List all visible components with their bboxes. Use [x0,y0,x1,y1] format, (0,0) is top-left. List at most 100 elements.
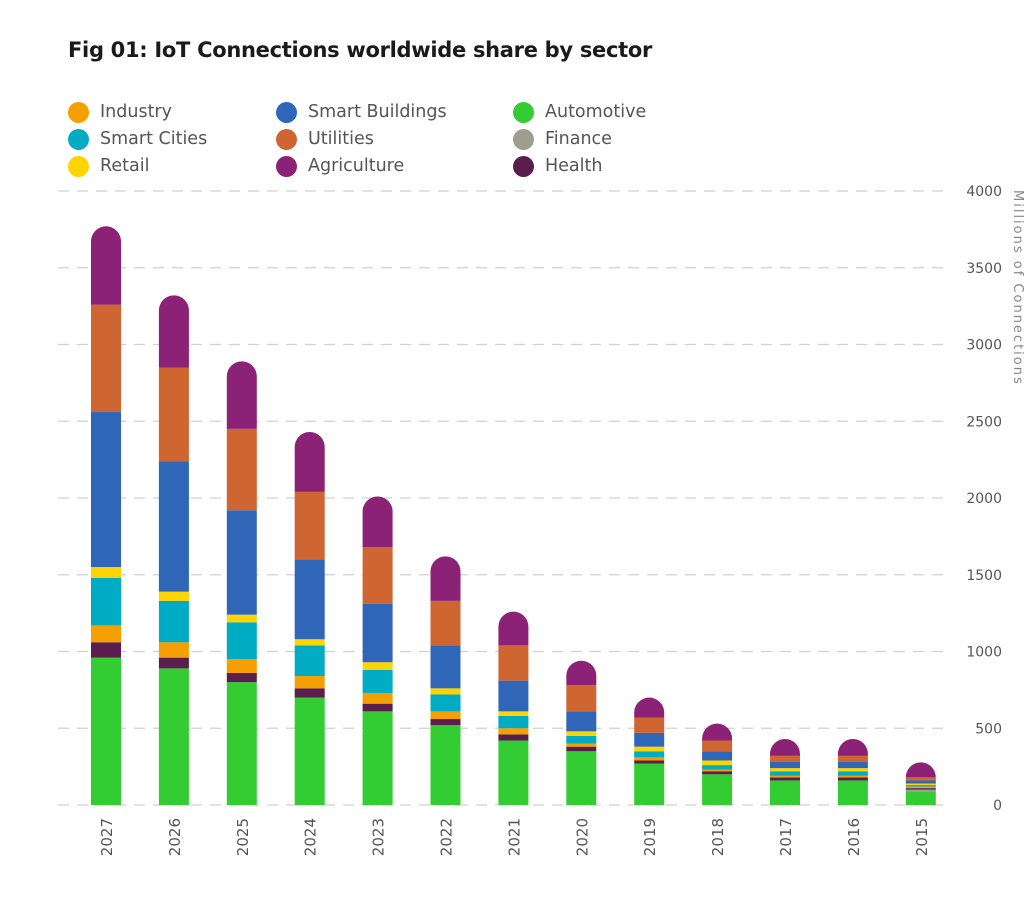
legend-label: Agriculture [308,156,405,176]
bar-segment-industry-2026 [158,642,189,658]
bar-segment-automotive-2022 [430,725,461,805]
bar-segment-automotive-2017 [770,780,800,805]
bar-segment-automotive-2016 [837,780,868,805]
bar-segment-agriculture-2019 [634,697,665,718]
bars [91,226,936,805]
x-tick-label: 2026 [166,818,184,856]
bar-segment-retail-2027 [91,567,121,578]
y-tick-label: 3000 [966,338,1002,354]
bar-segment-automotive-2021 [498,740,529,805]
bar-segment-health-2024 [294,688,325,698]
bar-segment-smart-buildings-2017 [770,762,800,769]
bar-segment-utilities-2016 [837,755,868,763]
legend-swatch [513,128,534,150]
bar-segment-smart-buildings-2027 [91,412,121,568]
bar-stack-2019 [634,697,665,805]
bar-segment-smart-cities-2022 [430,694,461,712]
bar-segment-utilities-2027 [91,304,121,413]
legend-label: Utilities [308,129,374,149]
bar-segment-smart-cities-2015 [905,785,936,787]
x-tick-label: 2020 [573,818,591,856]
bar-segment-industry-2018 [702,769,733,772]
bar-stack-2023 [362,496,393,805]
legend-swatch [513,101,534,123]
legend-item-utilities: Utilities [276,127,374,151]
bar-segment-smart-cities-2021 [498,715,529,729]
bar-segment-health-2022 [430,719,461,726]
bar-segment-utilities-2021 [498,645,529,681]
bar-stack-2027 [91,226,122,805]
bar-segment-industry-2020 [566,743,597,747]
bar-stack-2018 [702,723,733,805]
legend-label: Smart Buildings [308,102,447,122]
bar-segment-industry-2015 [905,786,936,789]
legend-item-automotive: Automotive [513,100,646,124]
bar-segment-agriculture-2016 [837,738,868,756]
bar-segment-agriculture-2017 [770,738,800,756]
bar-segment-automotive-2024 [294,697,325,805]
bar-segment-retail-2024 [294,639,325,646]
bar-segment-health-2027 [91,642,121,658]
bar-segment-agriculture-2027 [91,226,122,305]
bar-segment-agriculture-2026 [158,295,189,368]
bar-segment-retail-2023 [362,662,393,670]
bar-segment-smart-buildings-2016 [837,762,868,769]
x-tick-label: 2015 [913,818,931,856]
bar-segment-smart-buildings-2024 [294,559,325,640]
bar-segment-retail-2016 [837,768,868,772]
bar-stack-2016 [837,738,868,805]
bar-segment-automotive-2027 [91,657,121,805]
bar-segment-smart-cities-2026 [158,600,189,643]
x-tick-label: 2018 [709,818,727,856]
y-tick-label: 2500 [966,414,1002,430]
bar-segment-smart-cities-2023 [362,669,393,693]
bar-segment-utilities-2026 [158,367,189,462]
legend-item-retail: Retail [68,154,149,178]
x-tick-label: 2017 [777,818,795,856]
bar-segment-industry-2017 [770,775,800,778]
bar-segment-health-2016 [837,777,868,781]
x-tick-label: 2019 [641,818,659,856]
bar-segment-industry-2025 [226,659,257,673]
bar-segment-smart-cities-2019 [634,751,665,758]
legend-item-agriculture: Agriculture [276,154,404,178]
bar-segment-smart-cities-2024 [294,645,325,677]
bar-segment-retail-2021 [498,711,529,716]
bar-segment-health-2026 [158,657,189,669]
legend-swatch [276,128,297,150]
x-tick-label: 2023 [370,818,388,856]
bar-segment-smart-cities-2017 [770,771,800,776]
y-tick-label: 4000 [966,184,1002,200]
bar-segment-industry-2023 [362,692,393,704]
bar-segment-utilities-2017 [770,755,800,763]
legend-item-health: Health [513,154,602,178]
bar-stack-2020 [566,660,597,805]
y-tick-label: 1000 [966,645,1002,661]
bar-segment-industry-2021 [498,728,529,735]
legend-item-smart-buildings: Smart Buildings [276,100,447,124]
y-axis-title: Millions of Connections [1010,190,1025,386]
bar-segment-smart-buildings-2023 [362,603,393,663]
bar-segment-automotive-2020 [566,751,597,805]
bar-segment-utilities-2022 [430,600,461,646]
legend-swatch [68,128,89,150]
bar-segment-smart-buildings-2018 [702,751,733,761]
bar-segment-health-2015 [905,788,936,790]
bar-segment-retail-2020 [566,731,597,736]
bar-segment-automotive-2019 [634,763,665,805]
bar-segment-smart-cities-2027 [91,577,121,626]
legend-swatch [68,155,89,177]
bar-segment-utilities-2015 [905,777,936,781]
bar-segment-industry-2024 [294,676,325,689]
bar-stack-2015 [905,762,936,805]
bar-segment-smart-cities-2020 [566,735,597,744]
x-tick-label: 2025 [234,818,252,856]
bar-segment-retail-2019 [634,746,665,752]
bar-segment-health-2025 [226,672,257,683]
bar-segment-automotive-2018 [702,774,733,805]
bar-segment-automotive-2025 [226,682,257,805]
bar-segment-retail-2015 [905,783,936,786]
legend-item-industry: Industry [68,100,172,124]
bar-segment-industry-2027 [91,625,121,643]
